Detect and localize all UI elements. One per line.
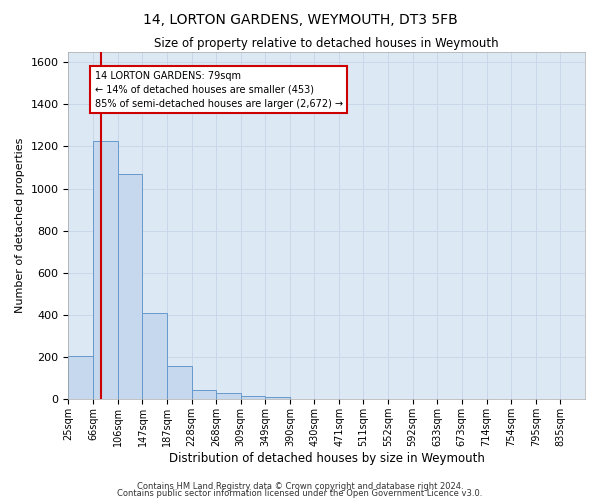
Bar (191, 390, 216, 400)
Bar (68, 356, 93, 400)
Y-axis label: Number of detached properties: Number of detached properties (15, 138, 25, 313)
Bar (118, 174, 142, 400)
Text: Contains HM Land Registry data © Crown copyright and database right 2024.: Contains HM Land Registry data © Crown c… (137, 482, 463, 491)
Bar (265, 397, 290, 400)
Text: Contains public sector information licensed under the Open Government Licence v3: Contains public sector information licen… (118, 490, 482, 498)
Bar (142, 313, 167, 400)
X-axis label: Distribution of detached houses by size in Weymouth: Distribution of detached houses by size … (169, 452, 485, 465)
Bar (241, 396, 265, 400)
Text: 14 LORTON GARDENS: 79sqm
← 14% of detached houses are smaller (453)
85% of semi-: 14 LORTON GARDENS: 79sqm ← 14% of detach… (95, 70, 343, 108)
Bar (167, 366, 191, 400)
Bar (216, 394, 241, 400)
Bar (93, 141, 118, 400)
Text: 14, LORTON GARDENS, WEYMOUTH, DT3 5FB: 14, LORTON GARDENS, WEYMOUTH, DT3 5FB (143, 12, 457, 26)
Title: Size of property relative to detached houses in Weymouth: Size of property relative to detached ho… (154, 38, 499, 51)
